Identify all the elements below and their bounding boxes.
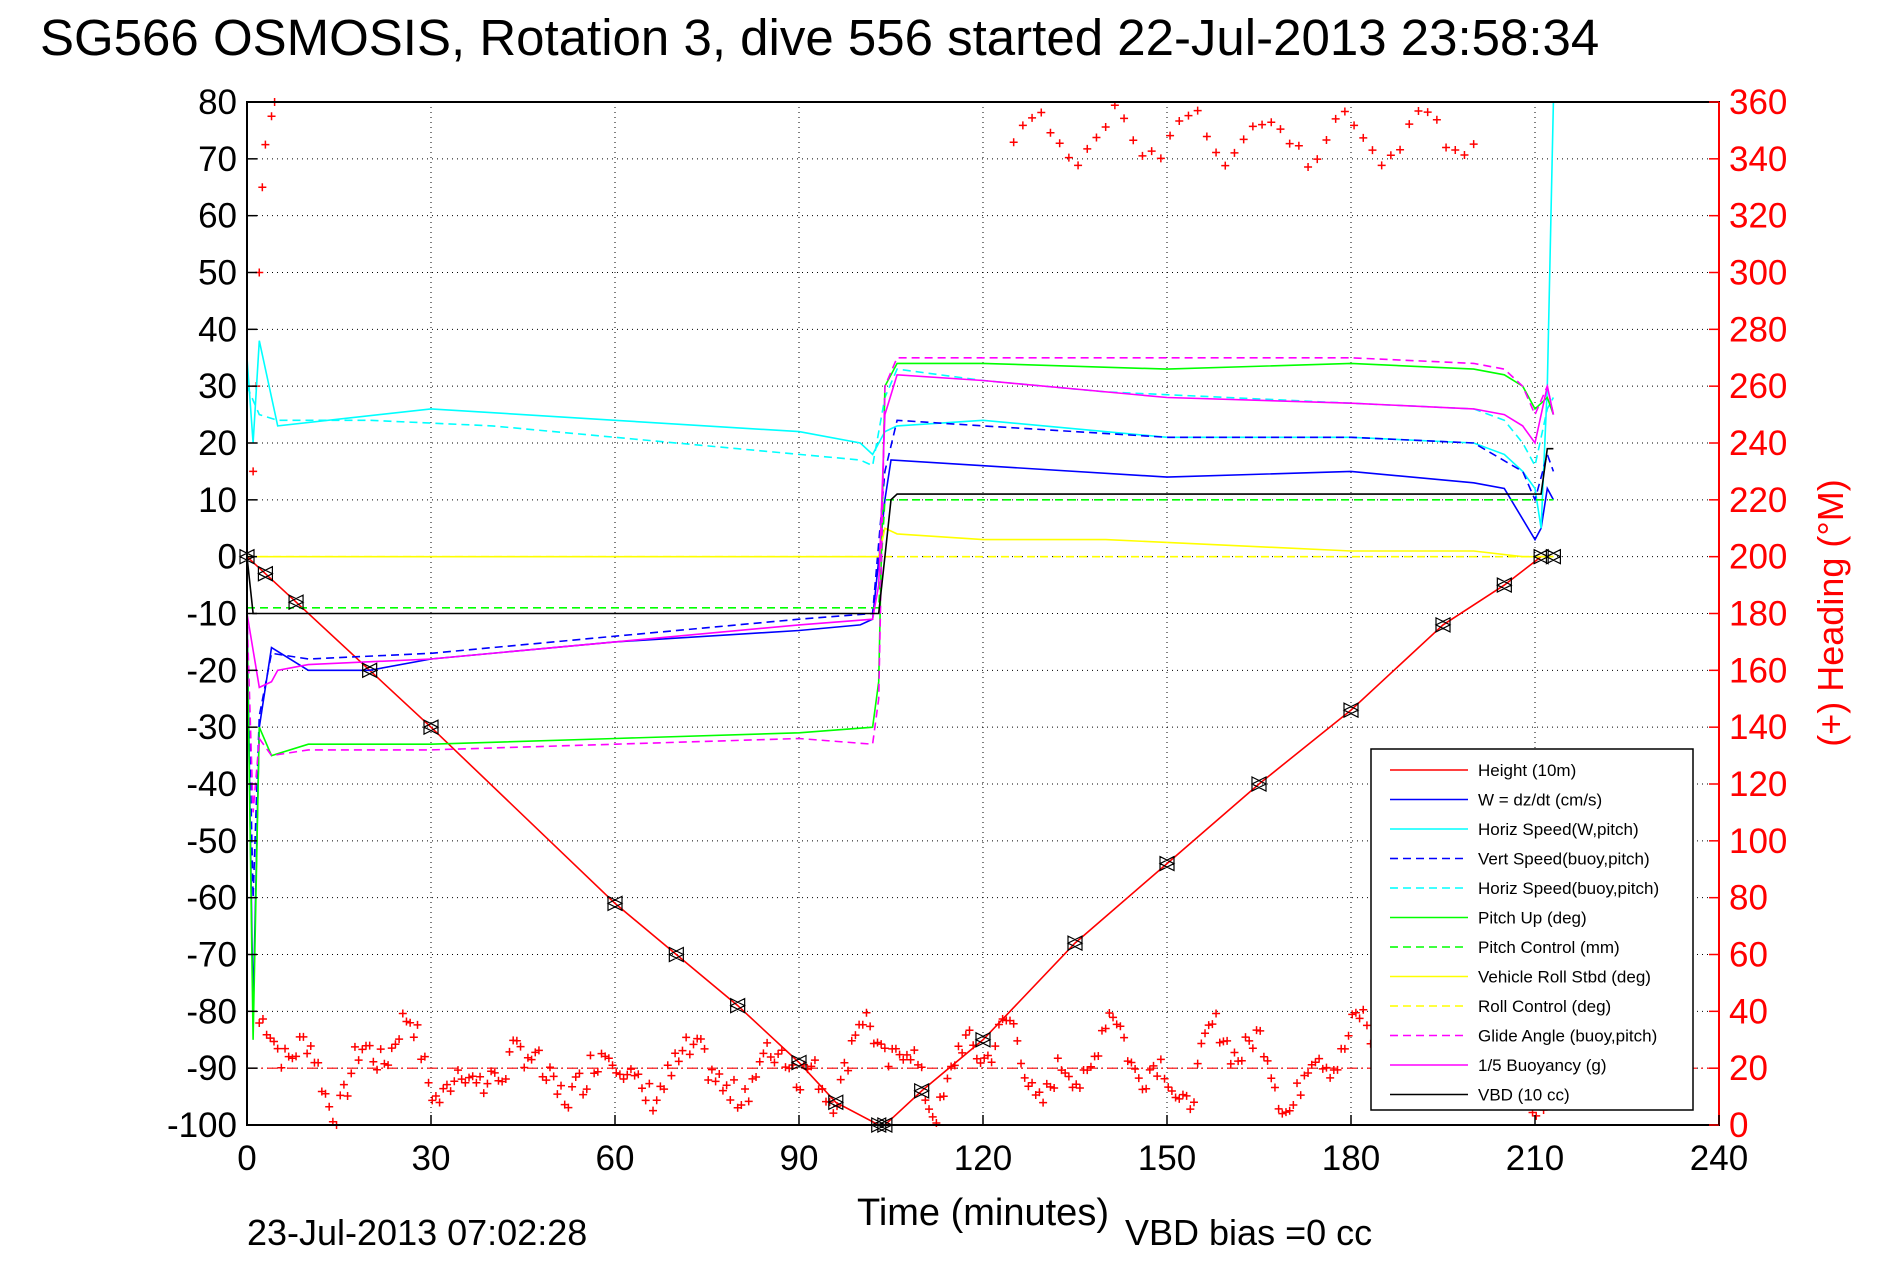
heading-tick-label: 20 bbox=[1729, 1049, 1768, 1088]
legend-label: W = dz/dt (cm/s) bbox=[1478, 791, 1602, 810]
heading-tick-label: 220 bbox=[1729, 481, 1787, 520]
heading-tick-label: 280 bbox=[1729, 310, 1787, 349]
series-line bbox=[246, 373, 1555, 689]
y-tick-label: -30 bbox=[186, 708, 237, 747]
legend-box bbox=[1370, 748, 1694, 1111]
heading-tick-label: 180 bbox=[1729, 595, 1787, 634]
series-line bbox=[246, 368, 1555, 468]
heading-tick-label: 120 bbox=[1729, 765, 1787, 804]
series-line bbox=[246, 459, 1555, 1012]
legend-label: Pitch Up (deg) bbox=[1478, 909, 1587, 928]
legend: Height (10m) W = dz/dt (cm/s) Horiz Speed(… bbox=[1370, 748, 1694, 1111]
y-tick-label: 70 bbox=[198, 140, 237, 179]
legend-label: Horiz Speed(buoy,pitch) bbox=[1478, 879, 1659, 898]
x-tick-label: 30 bbox=[412, 1139, 451, 1178]
x-tick-label: 0 bbox=[237, 1139, 256, 1178]
x-tick-label: 60 bbox=[596, 1139, 635, 1178]
x-tick-label: 150 bbox=[1138, 1139, 1196, 1178]
legend-label: Height (10m) bbox=[1478, 761, 1576, 780]
heading-tick-label: 320 bbox=[1729, 197, 1787, 236]
y-tick-label: -50 bbox=[186, 822, 237, 861]
y-tick-label: 30 bbox=[198, 367, 237, 406]
heading-tick-label: 40 bbox=[1729, 992, 1768, 1031]
right-axis-label: (+) Heading (°M) bbox=[1810, 479, 1851, 746]
x-tick-label: 120 bbox=[954, 1139, 1012, 1178]
legend-label: VBD (10 cc) bbox=[1478, 1086, 1570, 1105]
heading-tick-label: 100 bbox=[1729, 822, 1787, 861]
y-tick-label: -80 bbox=[186, 992, 237, 1031]
legend-label: Horiz Speed(W,pitch) bbox=[1478, 820, 1639, 839]
series-line bbox=[246, 419, 1555, 898]
legend-label: 1/5 Buoyancy (g) bbox=[1478, 1056, 1607, 1075]
heading-tick-label: 160 bbox=[1729, 651, 1787, 690]
footer-vbd-bias: VBD bias =0 cc bbox=[1125, 1212, 1372, 1253]
footer-timestamp: 23-Jul-2013 07:02:28 bbox=[247, 1212, 587, 1253]
y-tick-label: -10 bbox=[186, 595, 237, 634]
y-tick-label: -60 bbox=[186, 879, 237, 918]
series-line bbox=[247, 499, 1554, 609]
heading-tick-label: 300 bbox=[1729, 254, 1787, 293]
y-tick-label: -90 bbox=[186, 1049, 237, 1088]
y-tick-label: 40 bbox=[198, 310, 237, 349]
series-line bbox=[246, 447, 1554, 615]
y-tick-label: 50 bbox=[198, 254, 237, 293]
heading-tick-label: 0 bbox=[1729, 1106, 1748, 1145]
y-tick-label: 60 bbox=[198, 197, 237, 236]
heading-tick-label: 240 bbox=[1729, 424, 1787, 463]
x-tick-label: 210 bbox=[1506, 1139, 1564, 1178]
heading-tick-label: 60 bbox=[1729, 936, 1768, 975]
y-tick-label: 80 bbox=[198, 83, 237, 122]
legend-label: Pitch Control (mm) bbox=[1478, 938, 1620, 957]
y-tick-label: -100 bbox=[167, 1106, 237, 1145]
x-axis: 0 30 60 90 120 150 180 210 240 bbox=[237, 1115, 1748, 1178]
series-line bbox=[246, 357, 1555, 813]
series-line bbox=[246, 101, 1555, 529]
x-axis-label: Time (minutes) bbox=[857, 1192, 1109, 1234]
y-tick-label: 10 bbox=[198, 481, 237, 520]
legend-label: Roll Control (deg) bbox=[1478, 997, 1611, 1016]
right-axis: 3603403203002802602402202001801601401201… bbox=[1709, 83, 1787, 1145]
y-tick-label: -40 bbox=[186, 765, 237, 804]
y-tick-label: -70 bbox=[186, 936, 237, 975]
x-tick-label: 180 bbox=[1322, 1139, 1380, 1178]
y-tick-label: -20 bbox=[186, 651, 237, 690]
legend-label: Vert Speed(buoy,pitch) bbox=[1478, 850, 1650, 869]
heading-tick-label: 140 bbox=[1729, 708, 1787, 747]
legend-label: Glide Angle (buoy,pitch) bbox=[1478, 1027, 1657, 1046]
y-tick-label: 0 bbox=[218, 538, 237, 577]
left-axis: 80 70 60 50 40 30 20 10 0 -10 -20 -30 -40 -50 -60 -70 -8… bbox=[167, 83, 257, 1145]
heading-tick-label: 260 bbox=[1729, 367, 1787, 406]
x-tick-label: 90 bbox=[780, 1139, 819, 1178]
y-tick-label: 20 bbox=[198, 424, 237, 463]
heading-tick-label: 360 bbox=[1729, 83, 1787, 122]
heading-tick-label: 200 bbox=[1729, 538, 1787, 577]
series-lines bbox=[246, 101, 1555, 1126]
chart-title: SG566 OSMOSIS, Rotation 3, dive 556 star… bbox=[40, 9, 1599, 66]
x-tick-label: 240 bbox=[1690, 1139, 1748, 1178]
heading-tick-label: 80 bbox=[1729, 879, 1768, 918]
heading-tick-label: 340 bbox=[1729, 140, 1787, 179]
legend-label: Vehicle Roll Stbd (deg) bbox=[1478, 968, 1651, 987]
